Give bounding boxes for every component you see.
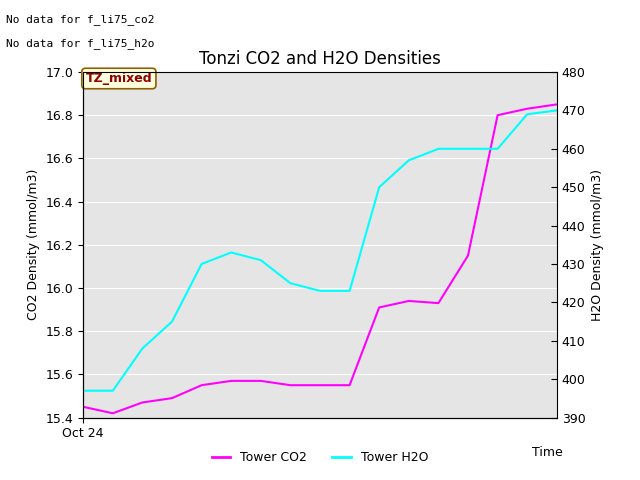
Tower CO2 <box>109 410 116 416</box>
Text: No data for f_li75_h2o: No data for f_li75_h2o <box>6 38 155 49</box>
Tower CO2 <box>375 305 383 311</box>
Tower CO2 <box>346 382 353 388</box>
Text: TZ_mixed: TZ_mixed <box>86 72 152 85</box>
Tower CO2 <box>435 300 442 306</box>
Tower CO2 <box>494 112 502 118</box>
Tower H2O <box>405 157 413 163</box>
Legend: Tower CO2, Tower H2O: Tower CO2, Tower H2O <box>207 446 433 469</box>
Tower H2O <box>287 280 294 286</box>
Tower CO2 <box>168 395 176 401</box>
Tower H2O <box>435 146 442 152</box>
Tower H2O <box>257 257 265 263</box>
Tower H2O <box>346 288 353 294</box>
Tower H2O <box>375 184 383 190</box>
Tower H2O <box>109 388 116 394</box>
Tower H2O <box>79 388 87 394</box>
Text: No data for f_li75_co2: No data for f_li75_co2 <box>6 14 155 25</box>
Tower CO2 <box>464 253 472 259</box>
Line: Tower H2O: Tower H2O <box>83 110 557 391</box>
Title: Tonzi CO2 and H2O Densities: Tonzi CO2 and H2O Densities <box>199 49 441 68</box>
Tower H2O <box>139 346 147 351</box>
Tower CO2 <box>139 399 147 405</box>
Tower CO2 <box>316 382 324 388</box>
Tower CO2 <box>287 382 294 388</box>
Tower H2O <box>227 250 235 255</box>
Tower CO2 <box>257 378 265 384</box>
Tower CO2 <box>553 101 561 107</box>
Line: Tower CO2: Tower CO2 <box>83 104 557 413</box>
Tower CO2 <box>405 298 413 304</box>
Text: Time: Time <box>532 446 563 459</box>
Tower H2O <box>553 108 561 113</box>
Tower H2O <box>168 319 176 324</box>
Tower H2O <box>464 146 472 152</box>
Y-axis label: CO2 Density (mmol/m3): CO2 Density (mmol/m3) <box>27 169 40 321</box>
Y-axis label: H2O Density (mmol/m3): H2O Density (mmol/m3) <box>591 169 604 321</box>
Tower CO2 <box>79 404 87 410</box>
Tower H2O <box>524 111 531 117</box>
Tower H2O <box>494 146 502 152</box>
Tower H2O <box>198 261 205 267</box>
Tower CO2 <box>198 382 205 388</box>
Tower CO2 <box>227 378 235 384</box>
Tower CO2 <box>524 106 531 112</box>
Tower H2O <box>316 288 324 294</box>
